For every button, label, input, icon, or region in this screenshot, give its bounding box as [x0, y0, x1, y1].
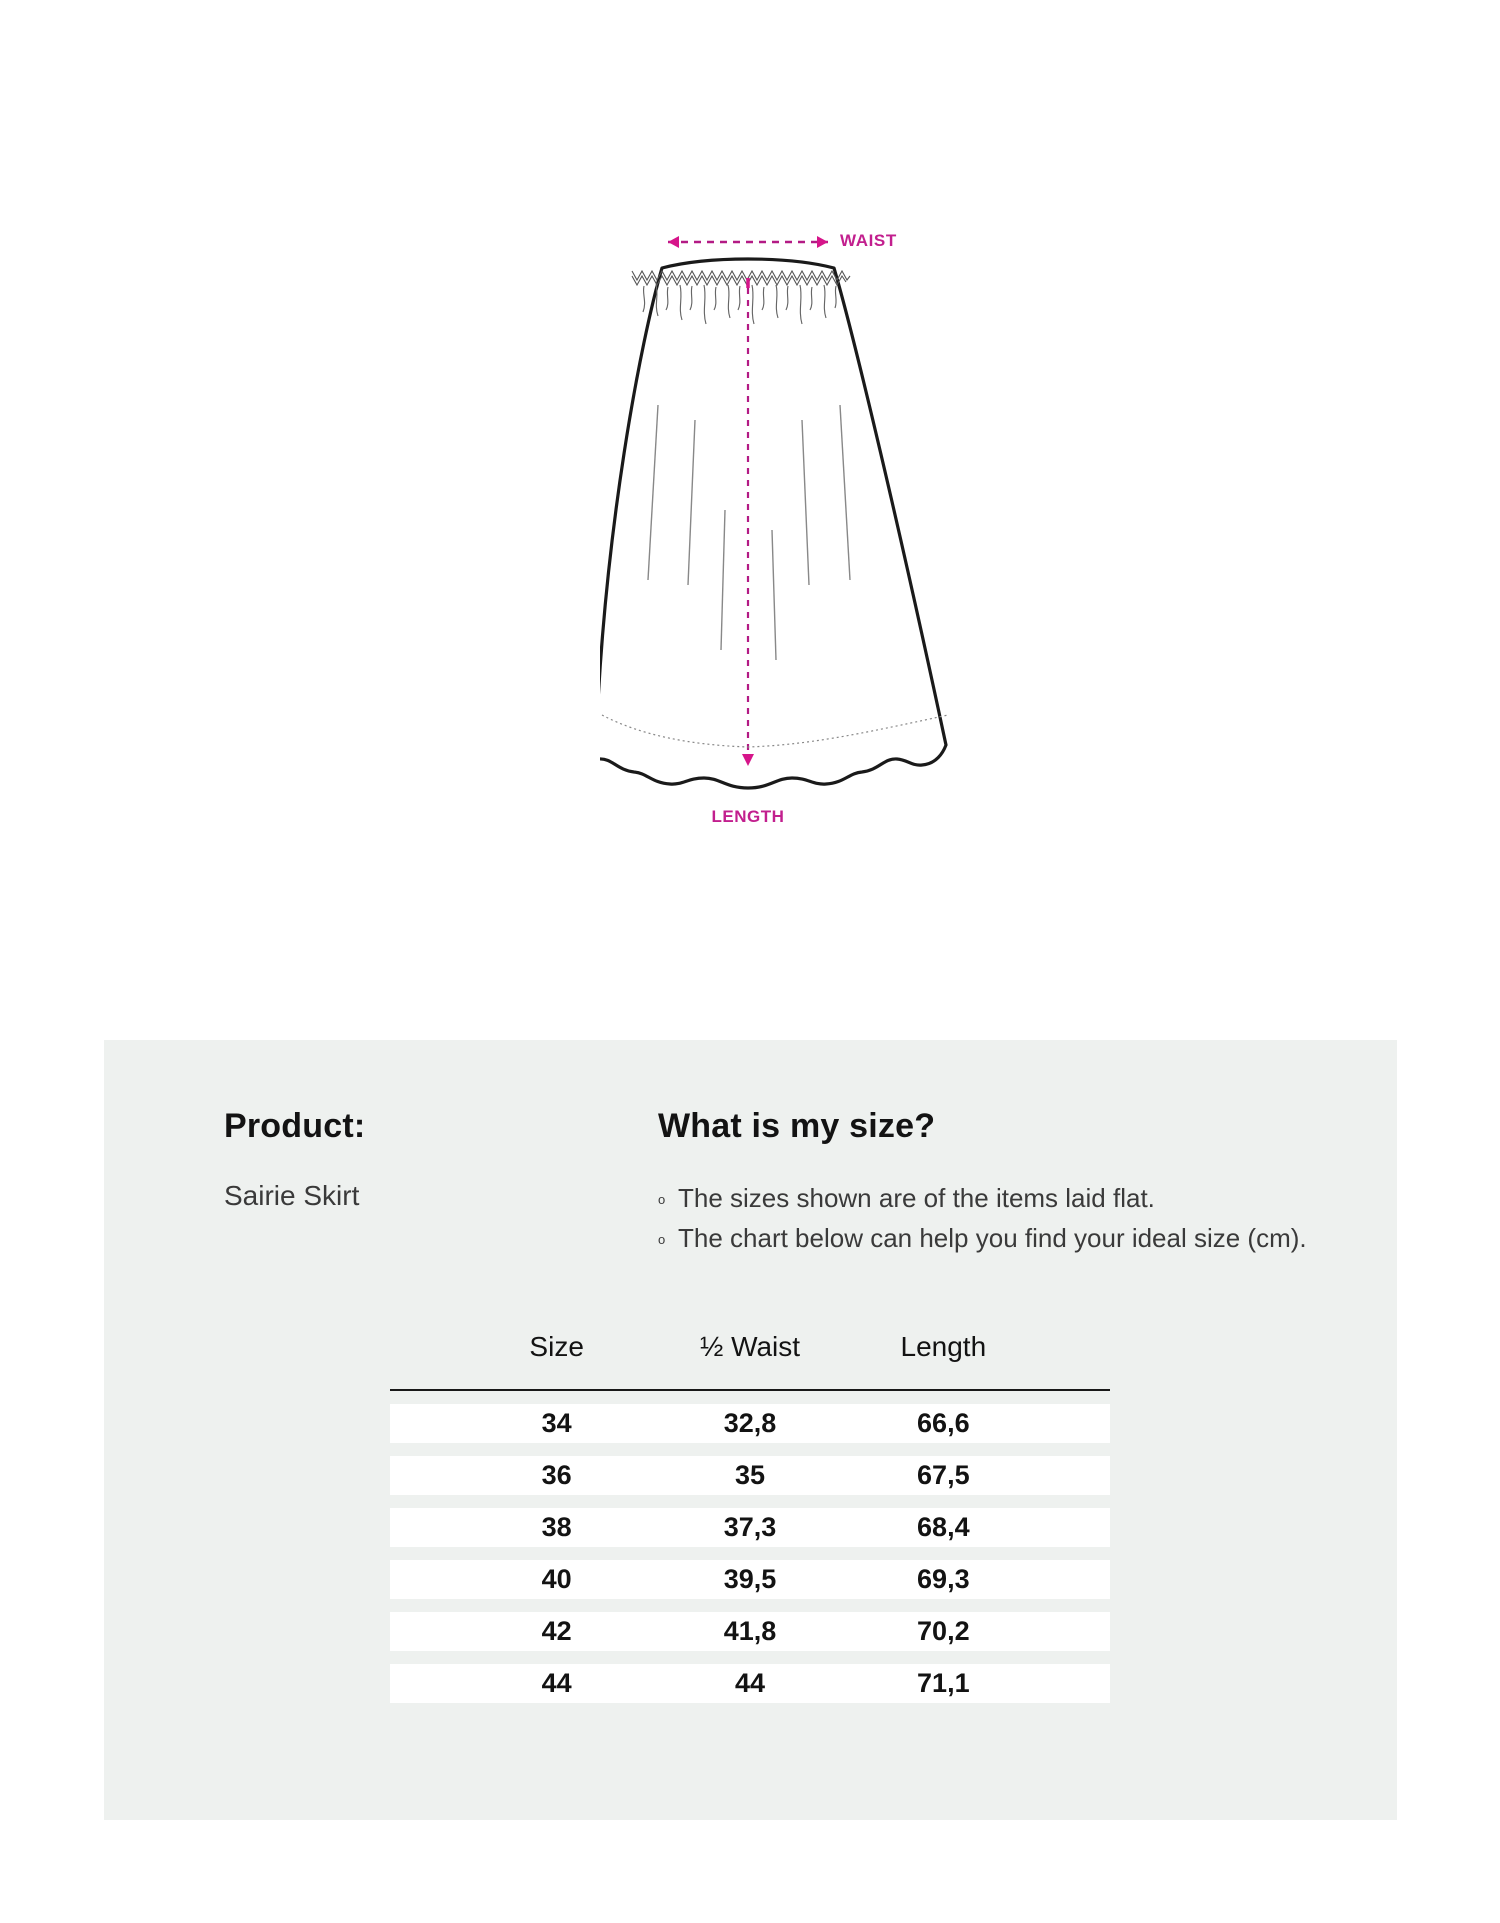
- svg-text:LENGTH: LENGTH: [712, 807, 785, 826]
- svg-text:WAIST: WAIST: [840, 231, 897, 250]
